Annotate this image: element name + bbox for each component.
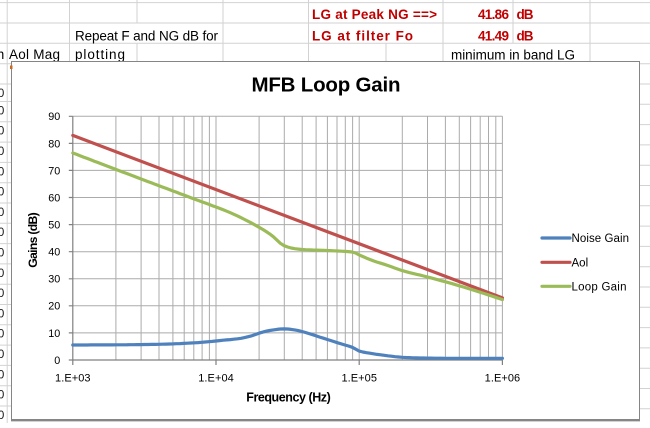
svg-text:90: 90: [48, 111, 60, 123]
svg-text:0: 0: [0, 306, 5, 320]
svg-text:40: 40: [48, 247, 60, 259]
svg-text:1.E+03: 1.E+03: [55, 373, 91, 385]
svg-text:MFB Loop Gain: MFB Loop Gain: [252, 74, 401, 97]
svg-text:0: 0: [0, 266, 5, 280]
svg-text:1.E+06: 1.E+06: [485, 373, 521, 385]
svg-text:Aol Mag: Aol Mag: [9, 47, 60, 62]
svg-text:0: 0: [0, 205, 5, 219]
svg-text:0: 0: [0, 144, 5, 158]
svg-text:0: 0: [0, 185, 5, 199]
svg-text:0: 0: [0, 124, 5, 138]
svg-text:Repeat F and NG dB for: Repeat F and NG dB for: [75, 28, 219, 43]
svg-text:plotting: plotting: [75, 47, 125, 62]
svg-text:0: 0: [0, 164, 5, 178]
svg-text:dB: dB: [517, 7, 534, 22]
svg-text:0: 0: [0, 367, 5, 381]
svg-text:n: n: [0, 47, 4, 62]
svg-text:1.E+04: 1.E+04: [198, 373, 234, 385]
svg-text:80: 80: [48, 138, 60, 150]
svg-text:30: 30: [48, 274, 60, 286]
svg-text:dB: dB: [517, 29, 534, 44]
svg-text:0: 0: [0, 388, 5, 402]
svg-text:10: 10: [48, 328, 60, 340]
svg-text:60: 60: [48, 192, 60, 204]
svg-text:0: 0: [0, 225, 5, 239]
svg-text:0: 0: [0, 327, 5, 341]
svg-text:0: 0: [0, 103, 5, 117]
svg-text:50: 50: [48, 220, 60, 232]
svg-text:Gains (dB): Gains (dB): [26, 212, 40, 268]
svg-text:Loop Gain: Loop Gain: [572, 281, 627, 293]
svg-text:20: 20: [48, 301, 60, 313]
svg-text:0: 0: [54, 355, 60, 367]
svg-text:minimum in band LG: minimum in band LG: [451, 48, 575, 63]
svg-text:0: 0: [0, 246, 5, 260]
svg-text:1.E+05: 1.E+05: [341, 373, 377, 385]
svg-text:LG at Peak NG ==>: LG at Peak NG ==>: [312, 7, 437, 22]
svg-text:0: 0: [0, 86, 5, 100]
svg-text:70: 70: [48, 165, 60, 177]
svg-text:0: 0: [0, 408, 5, 422]
svg-text:0: 0: [0, 286, 5, 300]
svg-text:0: 0: [0, 347, 5, 361]
svg-text:LG at filter Fo: LG at filter Fo: [312, 29, 413, 44]
svg-text:41.49: 41.49: [478, 29, 509, 44]
svg-text:Noise Gain: Noise Gain: [572, 233, 630, 245]
svg-text:41.86: 41.86: [478, 7, 509, 22]
svg-text:Frequency (Hz): Frequency (Hz): [246, 390, 331, 404]
svg-text:Aol: Aol: [572, 257, 589, 269]
